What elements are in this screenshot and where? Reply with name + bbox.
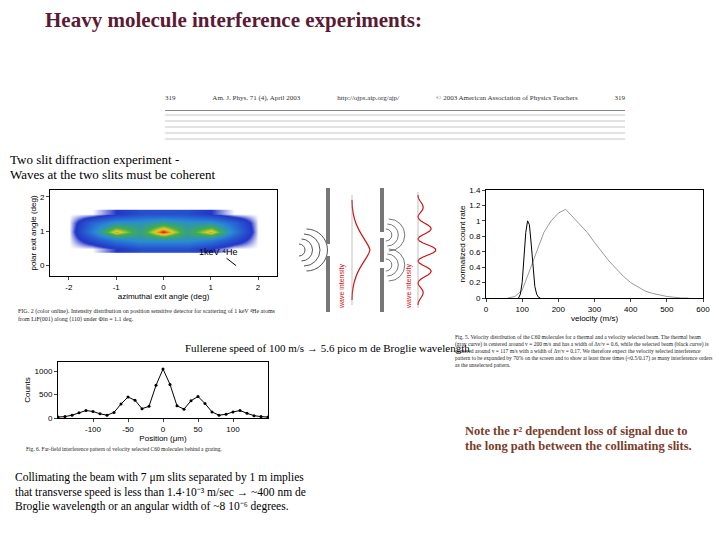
svg-text:0: 0 bbox=[40, 261, 45, 270]
html-text:319: 319 bbox=[614, 94, 625, 102]
svg-text:0.6: 0.6 bbox=[469, 248, 481, 257]
svg-text:200: 200 bbox=[552, 305, 566, 314]
svg-text:1: 1 bbox=[209, 283, 214, 292]
html-text:Fullerene speed of 100 m/s → 5: Fullerene speed of 100 m/s → 5.6 pico m … bbox=[185, 342, 470, 354]
svg-text:Counts: Counts bbox=[23, 377, 32, 402]
svg-text:-2: -2 bbox=[65, 283, 73, 292]
svg-text:300: 300 bbox=[588, 305, 602, 314]
svg-text:100: 100 bbox=[515, 305, 529, 314]
svg-text:Position (μm): Position (μm) bbox=[139, 434, 187, 443]
html-text:http://ojps.aip.org/ajp/: http://ojps.aip.org/ajp/ bbox=[337, 94, 400, 102]
svg-text:polar exit angle (deg): polar exit angle (deg) bbox=[29, 195, 38, 270]
svg-text:1000: 1000 bbox=[35, 367, 53, 376]
svg-text:wave intensity: wave intensity bbox=[338, 264, 346, 309]
svg-text:1.2: 1.2 bbox=[469, 201, 481, 210]
svg-text:500: 500 bbox=[39, 390, 53, 399]
svg-text:0: 0 bbox=[161, 425, 166, 434]
svg-text:-50: -50 bbox=[122, 425, 134, 434]
svg-text:1: 1 bbox=[476, 217, 481, 226]
svg-text:0: 0 bbox=[161, 283, 166, 292]
svg-text:azimuthal exit angle (deg): azimuthal exit angle (deg) bbox=[118, 292, 210, 301]
svg-text:0: 0 bbox=[476, 294, 481, 303]
svg-text:0.4: 0.4 bbox=[469, 263, 481, 272]
svg-text:0.2: 0.2 bbox=[469, 278, 481, 287]
html-text:Two slit diffraction experimen: Two slit diffraction experiment - bbox=[10, 152, 180, 167]
svg-text:-1: -1 bbox=[113, 283, 121, 292]
html-text:Fig. 6. Far-field interference: Fig. 6. Far-field interference pattern o… bbox=[26, 446, 222, 452]
svg-text:0: 0 bbox=[484, 305, 489, 314]
svg-text:velocity (m/s): velocity (m/s) bbox=[571, 314, 618, 323]
svg-text:1: 1 bbox=[40, 227, 45, 236]
html-text:Am. J. Phys. 71 (4), April 200: Am. J. Phys. 71 (4), April 2003 bbox=[212, 94, 301, 102]
html-text:Heavy molecule interference ex: Heavy molecule interference experiments: bbox=[45, 8, 422, 32]
svg-text:normalized count rate: normalized count rate bbox=[458, 205, 467, 282]
svg-text:400: 400 bbox=[624, 305, 638, 314]
svg-text:100: 100 bbox=[226, 425, 240, 434]
html-text:Note the r² dependent loss of: Note the r² dependent loss of signal due… bbox=[465, 424, 692, 453]
svg-text:-100: -100 bbox=[85, 425, 102, 434]
svg-text:600: 600 bbox=[696, 305, 710, 314]
html-text:319: 319 bbox=[165, 94, 176, 102]
svg-text:2: 2 bbox=[256, 283, 261, 292]
svg-text:1keV ⁴He: 1keV ⁴He bbox=[199, 247, 237, 257]
html-text:© 2003 American Association of: © 2003 American Association of Physics T… bbox=[436, 94, 578, 102]
svg-text:50: 50 bbox=[194, 425, 203, 434]
svg-text:2: 2 bbox=[40, 193, 45, 202]
svg-text:0.8: 0.8 bbox=[469, 232, 481, 241]
html-text:Collimating the beam with 7 μm: Collimating the beam with 7 μm slits sep… bbox=[15, 471, 306, 512]
html-text:FIG. 2 (color online). Intensi: FIG. 2 (color online). Intensity distrib… bbox=[18, 308, 275, 322]
svg-text:0: 0 bbox=[48, 414, 53, 423]
html-text:Fig. 5. Velocity distribution: Fig. 5. Velocity distribution of the C60… bbox=[455, 334, 713, 368]
svg-text:500: 500 bbox=[660, 305, 674, 314]
svg-text:1.4: 1.4 bbox=[469, 186, 481, 195]
html-text:Waves at the two slits must be: Waves at the two slits must be coherent bbox=[10, 167, 216, 182]
svg-text:wave intensity: wave intensity bbox=[405, 264, 413, 309]
